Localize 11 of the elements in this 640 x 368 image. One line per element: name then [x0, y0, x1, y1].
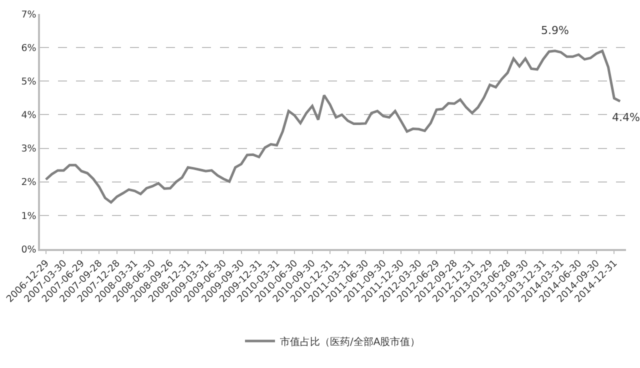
legend-label: 市值占比（医药/全部A股市值） [280, 336, 420, 348]
data-label: 4.4% [612, 111, 640, 124]
y-tick-label: 7% [21, 9, 36, 20]
y-tick-label: 0% [21, 244, 36, 256]
y-tick-label: 2% [21, 177, 36, 188]
y-tick-label: 5% [21, 76, 36, 88]
y-tick-label: 1% [21, 210, 36, 222]
y-tick-label: 6% [21, 42, 36, 54]
y-tick-label: 4% [21, 110, 36, 122]
data-label: 5.9% [541, 24, 569, 37]
y-tick-label: 3% [21, 144, 36, 155]
